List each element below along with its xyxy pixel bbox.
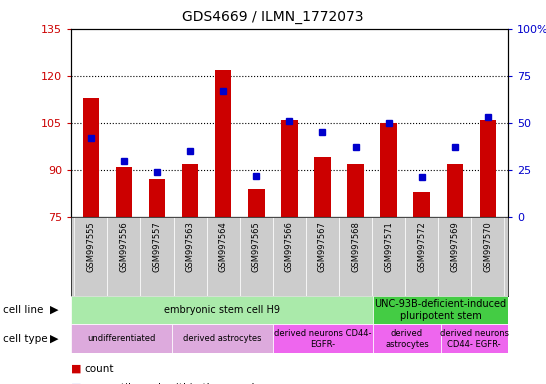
Text: ▶: ▶ bbox=[50, 334, 59, 344]
Text: embryonic stem cell H9: embryonic stem cell H9 bbox=[164, 305, 280, 315]
Bar bbox=[206, 217, 240, 296]
Text: GSM997564: GSM997564 bbox=[219, 221, 228, 271]
Text: ■: ■ bbox=[71, 383, 81, 384]
Text: GSM997557: GSM997557 bbox=[152, 221, 162, 271]
Bar bbox=[182, 164, 198, 217]
Bar bbox=[347, 164, 364, 217]
Bar bbox=[438, 217, 471, 296]
Bar bbox=[447, 164, 463, 217]
Text: derived astrocytes: derived astrocytes bbox=[183, 334, 262, 343]
Bar bbox=[272, 324, 373, 353]
Bar bbox=[413, 192, 430, 217]
Bar bbox=[116, 167, 132, 217]
Bar bbox=[381, 123, 397, 217]
Bar bbox=[248, 189, 265, 217]
Bar bbox=[273, 217, 306, 296]
Bar bbox=[74, 217, 108, 296]
Bar bbox=[172, 324, 272, 353]
Bar bbox=[405, 217, 438, 296]
Bar bbox=[372, 217, 405, 296]
Bar bbox=[373, 324, 441, 353]
Text: GSM997566: GSM997566 bbox=[285, 221, 294, 272]
Text: cell type: cell type bbox=[3, 334, 48, 344]
Bar bbox=[174, 217, 206, 296]
Text: cell line: cell line bbox=[3, 305, 43, 315]
Text: GSM997572: GSM997572 bbox=[417, 221, 426, 271]
Text: GSM997569: GSM997569 bbox=[450, 221, 459, 271]
Text: derived
astrocytes: derived astrocytes bbox=[385, 329, 429, 349]
Bar bbox=[339, 217, 372, 296]
Bar bbox=[471, 217, 505, 296]
Text: GSM997568: GSM997568 bbox=[351, 221, 360, 272]
Text: GSM997571: GSM997571 bbox=[384, 221, 393, 271]
Bar bbox=[314, 157, 331, 217]
Text: ▶: ▶ bbox=[50, 305, 59, 315]
Text: percentile rank within the sample: percentile rank within the sample bbox=[85, 383, 260, 384]
Bar bbox=[108, 217, 140, 296]
Bar bbox=[306, 217, 339, 296]
Bar bbox=[479, 120, 496, 217]
Bar bbox=[149, 179, 165, 217]
Text: UNC-93B-deficient-induced
pluripotent stem: UNC-93B-deficient-induced pluripotent st… bbox=[375, 299, 507, 321]
Text: count: count bbox=[85, 364, 114, 374]
Text: undifferentiated: undifferentiated bbox=[87, 334, 156, 343]
Bar bbox=[281, 120, 298, 217]
Bar bbox=[82, 98, 99, 217]
Bar bbox=[215, 70, 232, 217]
Text: GSM997570: GSM997570 bbox=[483, 221, 492, 271]
Text: GSM997567: GSM997567 bbox=[318, 221, 327, 272]
Text: GSM997565: GSM997565 bbox=[252, 221, 261, 271]
Bar bbox=[441, 324, 508, 353]
Bar bbox=[240, 217, 273, 296]
Text: derived neurons
CD44- EGFR-: derived neurons CD44- EGFR- bbox=[440, 329, 509, 349]
Text: GDS4669 / ILMN_1772073: GDS4669 / ILMN_1772073 bbox=[182, 10, 364, 23]
Text: ■: ■ bbox=[71, 364, 81, 374]
Text: GSM997563: GSM997563 bbox=[186, 221, 194, 272]
Text: GSM997556: GSM997556 bbox=[120, 221, 128, 271]
Bar bbox=[140, 217, 174, 296]
Bar bbox=[71, 324, 172, 353]
Bar bbox=[71, 296, 373, 324]
Text: GSM997555: GSM997555 bbox=[86, 221, 96, 271]
Bar bbox=[373, 296, 508, 324]
Text: derived neurons CD44-
EGFR-: derived neurons CD44- EGFR- bbox=[274, 329, 372, 349]
